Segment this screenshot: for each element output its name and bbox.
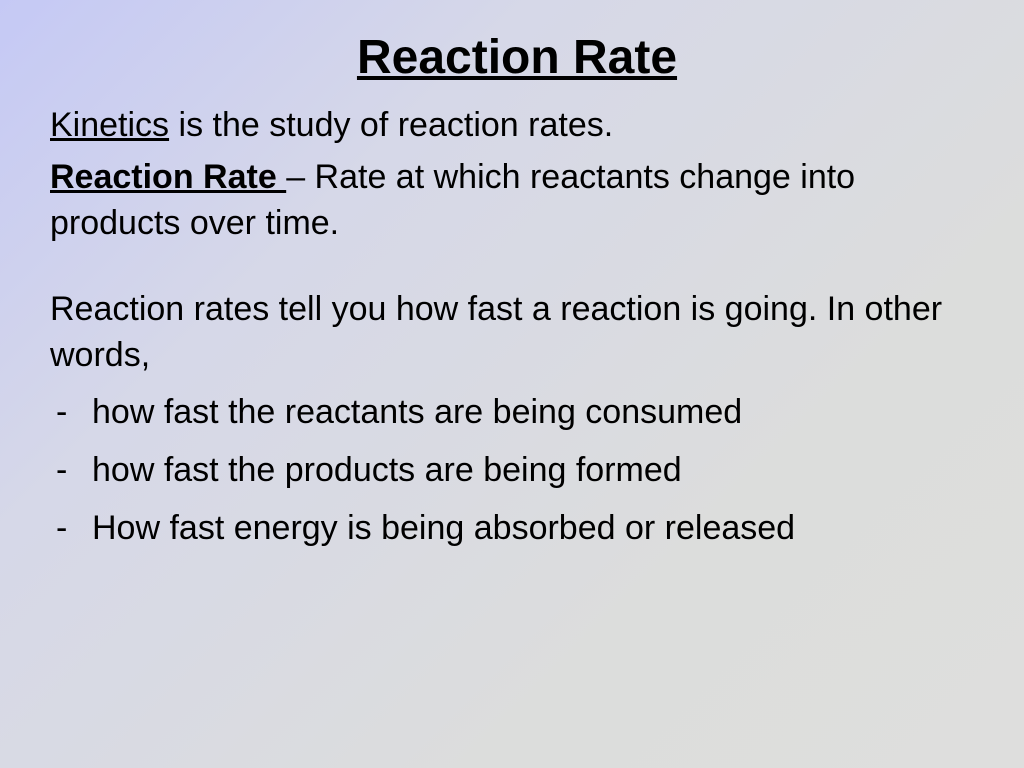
explanation-intro: Reaction rates tell you how fast a react… [50,287,984,379]
kinetics-rest: is the study of reaction rates. [169,106,613,144]
kinetics-definition: Kinetics is the study of reaction rates. [50,103,984,149]
reaction-rate-definition: Reaction Rate – Rate at which reactants … [50,155,984,247]
list-item: how fast the products are being formed [50,448,984,494]
list-item: How fast energy is being absorbed or rel… [50,506,984,552]
spacer [50,253,984,287]
slide-title: Reaction Rate [50,30,984,85]
term-kinetics: Kinetics [50,106,169,144]
slide-body: Kinetics is the study of reaction rates.… [50,103,984,552]
term-reaction-rate: Reaction Rate [50,158,286,196]
list-item: how fast the reactants are being consume… [50,390,984,436]
bullet-list: how fast the reactants are being consume… [50,390,984,552]
